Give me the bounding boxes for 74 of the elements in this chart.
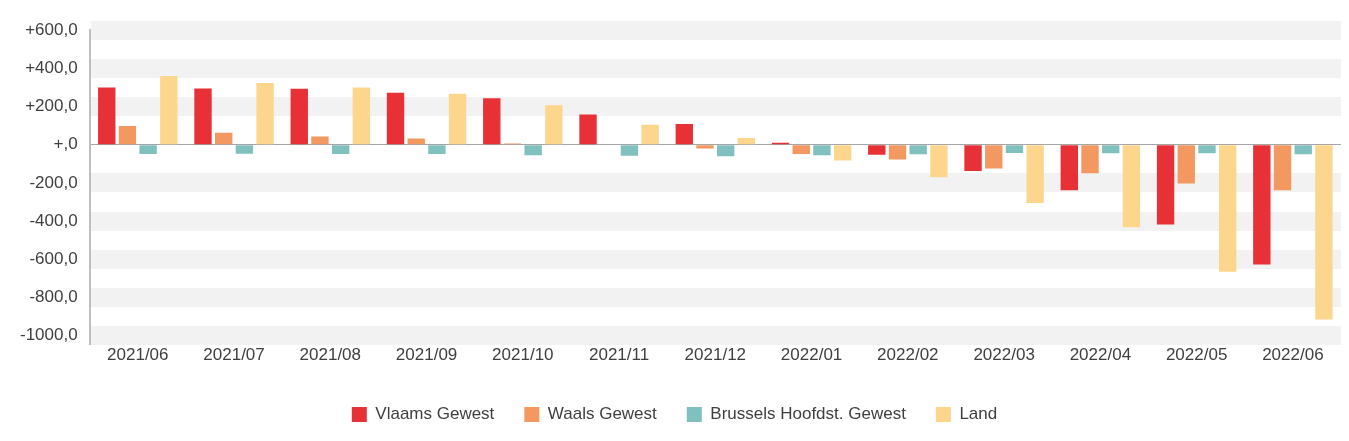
bar: [98, 87, 116, 145]
bar: [930, 145, 948, 178]
x-tick-label: 2021/12: [684, 345, 747, 365]
legend-label: Brussels Hoofdst. Gewest: [710, 404, 907, 424]
bar: [524, 145, 542, 156]
y-tick-label: -1000,0: [19, 325, 78, 345]
legend-label: Land: [959, 404, 998, 424]
bar: [256, 83, 274, 145]
bar: [675, 124, 693, 145]
bar: [1060, 145, 1079, 191]
bar: [1081, 145, 1099, 174]
x-tick-label: 2021/10: [492, 345, 554, 365]
x-tick-label: 2022/04: [1069, 345, 1132, 365]
bar: [888, 145, 907, 160]
x-tick-label: 2021/06: [107, 345, 169, 365]
bar: [1102, 145, 1120, 154]
bar: [1218, 145, 1237, 272]
x-tick-label: 2022/06: [1262, 345, 1324, 365]
bar: [483, 98, 501, 145]
y-tick-label: +200,0: [25, 96, 78, 116]
bar: [194, 88, 212, 145]
bar: [579, 114, 597, 145]
bar: [1273, 145, 1292, 191]
bar: [1005, 145, 1024, 153]
bar: [331, 145, 350, 154]
bar: [1294, 145, 1312, 155]
bar: [909, 145, 927, 155]
legend-label: Waals Gewest: [547, 404, 658, 424]
bar: [118, 126, 137, 145]
y-tick-label: -200,0: [29, 172, 78, 192]
y-tick-label: +,0: [53, 134, 78, 154]
bar: [964, 145, 982, 172]
legend-label: Vlaams Gewest: [375, 404, 495, 424]
bar: [545, 105, 563, 145]
y-tick-label: -600,0: [29, 248, 78, 268]
bar: [160, 76, 178, 145]
y-tick-label: -400,0: [29, 210, 78, 230]
bar: [792, 145, 810, 154]
x-tick-label: 2022/05: [1165, 345, 1228, 365]
y-tick-label: -800,0: [29, 287, 78, 307]
bar: [641, 124, 659, 145]
x-tick-label: 2021/08: [299, 345, 362, 365]
bar: [311, 136, 329, 145]
x-tick-label: 2022/02: [877, 345, 939, 365]
bar: [448, 93, 467, 145]
bar: [1122, 145, 1141, 228]
x-tick-label: 2021/09: [395, 345, 458, 365]
bar: [985, 145, 1003, 169]
bar: [1156, 145, 1175, 225]
x-tick-label: 2021/07: [203, 345, 265, 365]
bar: [352, 87, 371, 145]
bar: [290, 88, 308, 145]
bar: [833, 145, 852, 161]
bar: [696, 145, 714, 149]
bar: [737, 138, 756, 145]
bar: [139, 145, 157, 154]
x-tick-label: 2022/01: [780, 345, 843, 365]
bar: [1177, 145, 1195, 184]
bar: [235, 145, 254, 154]
x-tick-label: 2021/11: [588, 345, 650, 365]
bar: [868, 145, 886, 155]
x-tick-label: 2022/03: [973, 345, 1035, 365]
y-tick-label: +600,0: [25, 19, 78, 39]
bar: [428, 145, 446, 154]
bar: [1026, 145, 1044, 203]
bar: [215, 132, 233, 145]
bar: [386, 92, 405, 145]
bar: [716, 145, 735, 157]
bar: [620, 145, 639, 156]
bar: [813, 145, 831, 156]
bar: [1253, 145, 1271, 265]
y-tick-label: +400,0: [25, 58, 78, 78]
bar: [1315, 145, 1333, 320]
bar: [1198, 145, 1216, 154]
